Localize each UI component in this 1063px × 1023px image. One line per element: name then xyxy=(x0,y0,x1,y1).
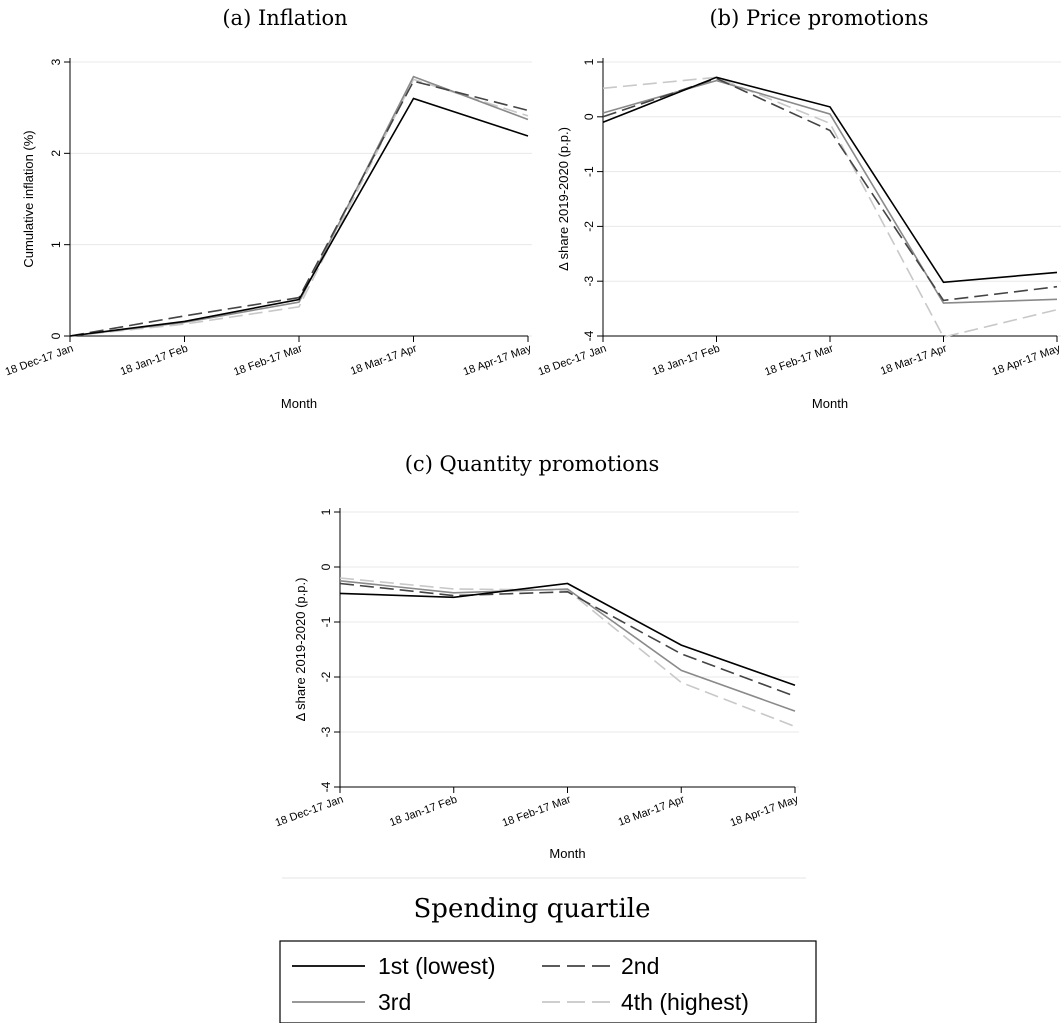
y-tick-label: 1 xyxy=(49,241,63,248)
x-tick-label: 18 Mar-17 Apr xyxy=(879,342,949,377)
y-tick-label: 3 xyxy=(49,58,63,65)
y-tick-label: 0 xyxy=(319,563,333,570)
series-line-3 xyxy=(602,79,1058,304)
x-tick-label: 18 Feb-17 Mar xyxy=(232,342,304,378)
y-tick-label: 0 xyxy=(582,113,596,120)
panel-c-quantity-promotions: -4 -3 -2 -1 0 1 18 Dec-17 Jan 18 Jan-17 Feb 18 F… xyxy=(274,508,801,861)
panel-b-title: (b) Price promotions xyxy=(709,6,928,30)
y-tick-label: -4 xyxy=(319,781,333,792)
x-tick-label: 18 Dec-17 Jan xyxy=(274,794,345,830)
series-line-4 xyxy=(602,76,1058,339)
y-tick-label: -3 xyxy=(582,276,596,287)
panel-a-title: (a) Inflation xyxy=(222,6,347,30)
x-tick-label: 18 Mar-17 Apr xyxy=(617,793,687,828)
x-tick-label: 18 Feb-17 Mar xyxy=(763,342,835,378)
series-line-3 xyxy=(339,580,796,712)
series-line-1 xyxy=(339,582,796,687)
panel-a-inflation: 0 1 2 3 18 Dec-17 Jan 18 Jan-17 Feb 18 Feb-17 … xyxy=(4,58,534,411)
legend-title: Spending quartile xyxy=(414,894,651,924)
x-tick-label: 18 Feb-17 Mar xyxy=(501,793,573,829)
y-axis-label: Δ share 2019-2020 (p.p.) xyxy=(293,578,308,722)
y-tick-label: 2 xyxy=(49,150,63,157)
series-line-1 xyxy=(69,97,529,337)
series-line-2 xyxy=(339,582,796,698)
x-tick-label: 18 Dec-17 Jan xyxy=(537,343,608,379)
y-tick-label: 1 xyxy=(319,508,333,515)
y-tick-label: -3 xyxy=(319,726,333,737)
x-tick-label: 18 Mar-17 Apr xyxy=(349,342,419,377)
x-tick-label: 18 Apr-17 May xyxy=(991,342,1063,378)
series-line-2 xyxy=(602,77,1058,302)
legend-label-1: 1st (lowest) xyxy=(378,953,496,979)
y-tick-label: -1 xyxy=(319,616,333,627)
x-tick-label: 18 Dec-17 Jan xyxy=(4,343,75,379)
x-tick-label: 18 Jan-17 Feb xyxy=(388,794,459,830)
y-tick-label: -4 xyxy=(582,330,596,341)
y-axis-label: Cumulative inflation (%) xyxy=(21,130,36,267)
y-tick-label: 1 xyxy=(582,58,596,65)
y-tick-label: -2 xyxy=(319,671,333,682)
series-line-4 xyxy=(339,577,796,728)
x-tick-label: 18 Jan-17 Feb xyxy=(651,343,722,379)
y-tick-label: 0 xyxy=(49,332,63,339)
x-axis-label: Month xyxy=(549,846,585,861)
x-axis-label: Month xyxy=(281,396,317,411)
y-tick-label: -1 xyxy=(582,166,596,177)
legend-label-2: 2nd xyxy=(621,953,659,979)
x-tick-label: 18 Jan-17 Feb xyxy=(119,343,190,379)
legend: 1st (lowest) 2nd 3rd 4th (highest) xyxy=(292,953,749,1015)
y-tick-label: -2 xyxy=(582,221,596,232)
x-axis-label: Month xyxy=(812,396,848,411)
panel-b-price-promotions: -4 -3 -2 -1 0 1 18 Dec-17 Jan 18 Jan-17 Feb 18 F… xyxy=(537,58,1063,411)
x-tick-label: 18 Apr-17 May xyxy=(462,342,534,378)
series-line-2 xyxy=(69,80,529,337)
series-line-1 xyxy=(602,76,1058,284)
legend-label-4: 4th (highest) xyxy=(621,989,749,1015)
legend-label-3: 3rd xyxy=(378,989,411,1015)
y-axis-label: Δ share 2019-2020 (p.p.) xyxy=(556,127,571,271)
panel-c-title: (c) Quantity promotions xyxy=(405,452,660,476)
legend-box xyxy=(279,940,817,1023)
x-tick-label: 18 Apr-17 May xyxy=(729,793,801,829)
